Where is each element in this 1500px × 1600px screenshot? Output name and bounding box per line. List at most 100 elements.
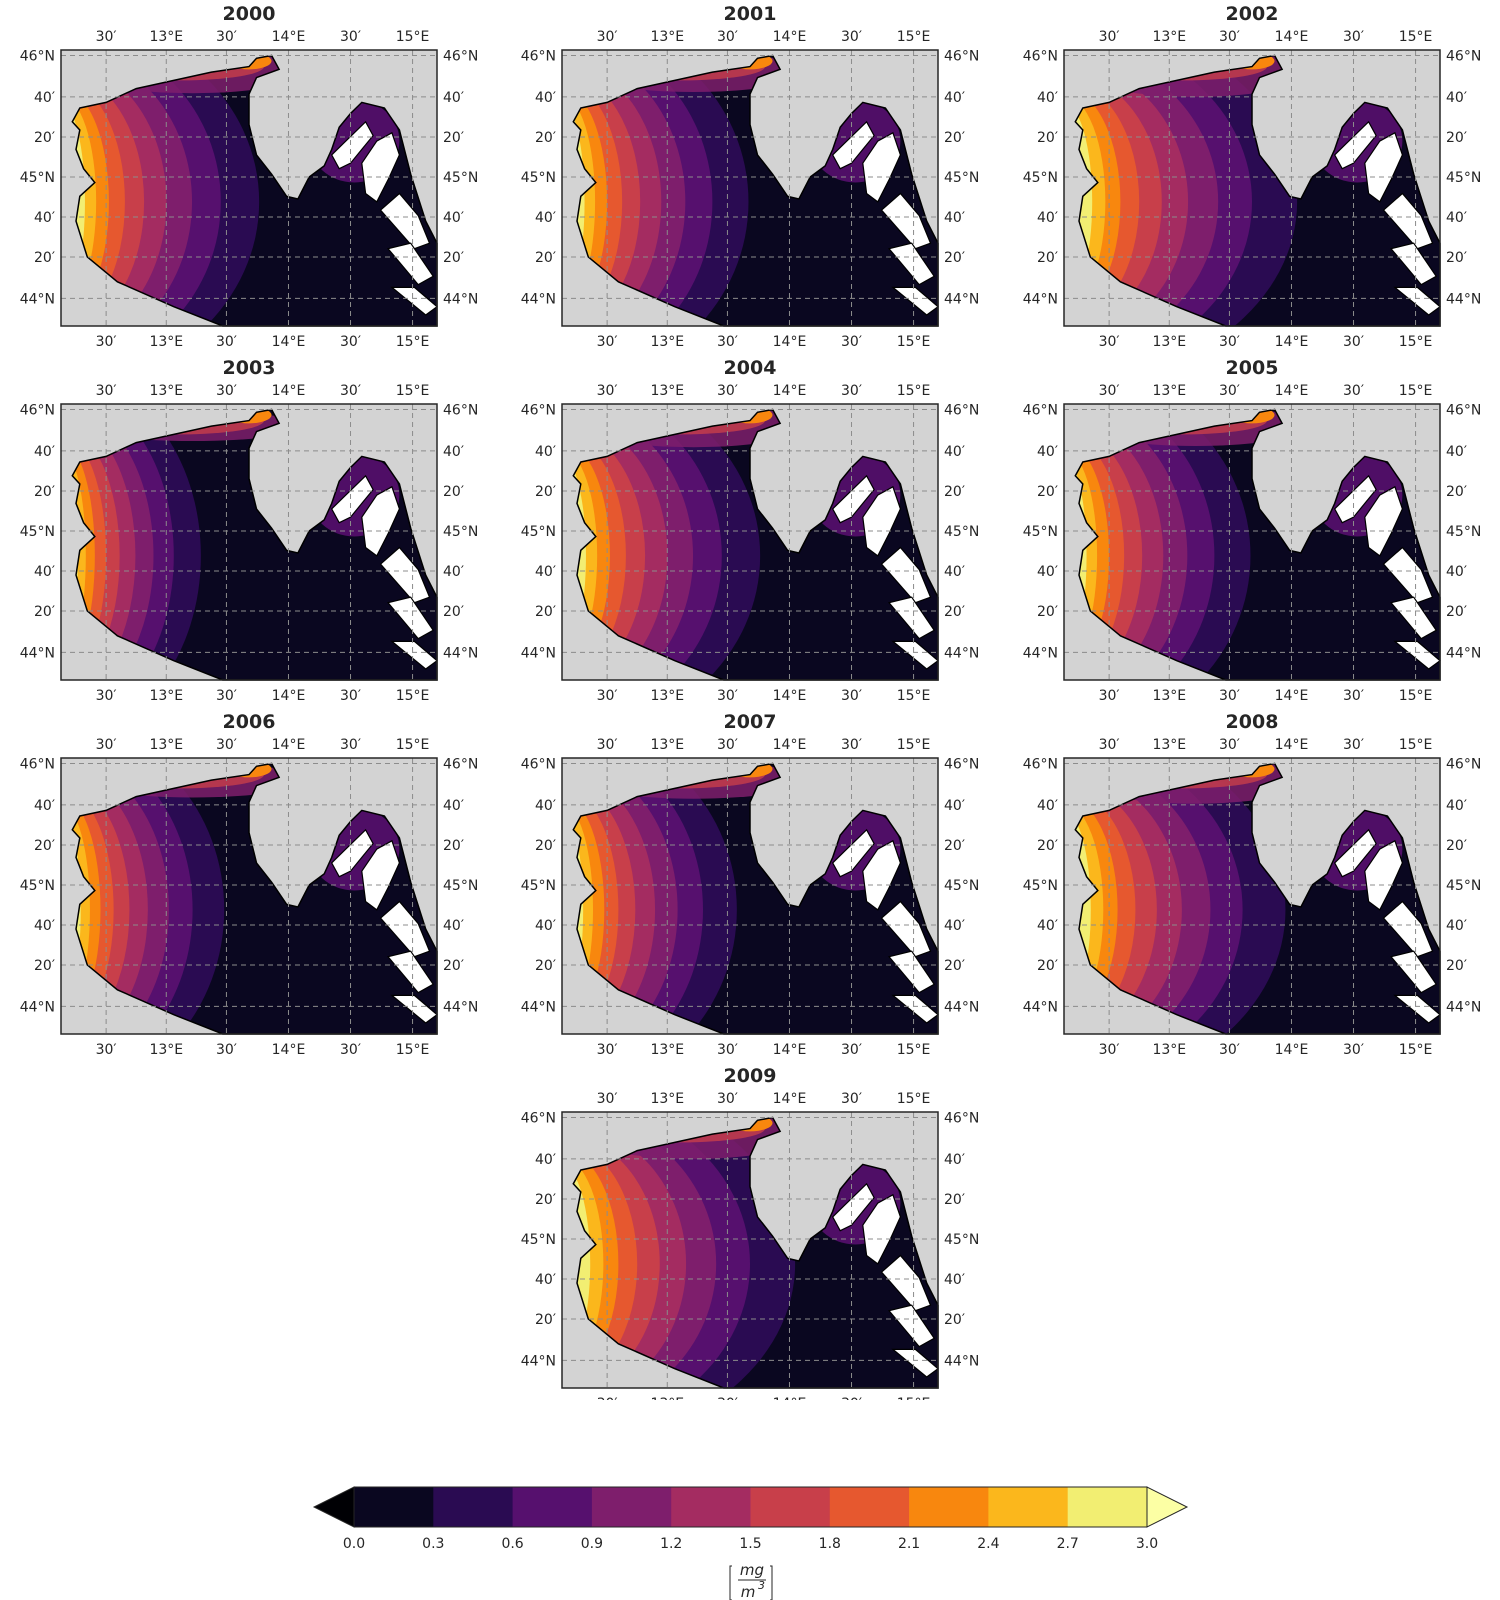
colorbar-swatch	[512, 1487, 593, 1527]
lat-tick-left: 20′	[535, 1192, 556, 1208]
lat-tick-left: 20′	[1037, 958, 1058, 974]
lat-tick-left: 40′	[34, 798, 55, 814]
island	[831, 1182, 875, 1232]
coastline	[1074, 762, 1441, 1035]
lat-tick-left: 44°N	[1023, 645, 1058, 661]
lat-tick-left: 44°N	[20, 999, 55, 1015]
lon-tick-bottom: 15°E	[897, 1396, 931, 1400]
island	[862, 131, 902, 203]
lat-tick-left: 20′	[1037, 250, 1058, 266]
map-frame	[561, 757, 939, 1035]
lat-tick-right: 40′	[443, 564, 464, 580]
lat-tick-left: 40′	[1037, 210, 1058, 226]
lon-tick-bottom: 13°E	[1152, 688, 1186, 704]
coastline	[71, 408, 438, 681]
lat-tick-left: 20′	[535, 130, 556, 146]
lon-tick-top: 30′	[96, 383, 117, 399]
lat-tick-right: 45°N	[1446, 878, 1481, 894]
lon-tick-bottom: 14°E	[272, 688, 306, 704]
lon-tick-bottom: 30′	[717, 1396, 738, 1400]
lon-tick-bottom: 30′	[1099, 334, 1120, 350]
lon-tick-top: 14°E	[773, 29, 807, 45]
lon-tick-bottom: 30′	[597, 334, 618, 350]
lat-tick-left: 44°N	[20, 291, 55, 307]
colorbar-tick-label: 2.7	[1057, 1536, 1079, 1552]
lon-tick-bottom: 14°E	[773, 1396, 807, 1400]
lat-tick-right: 20′	[443, 838, 464, 854]
lat-tick-right: 40′	[443, 210, 464, 226]
lat-tick-left: 45°N	[1023, 878, 1058, 894]
colorbar-tick-label: 3.0	[1136, 1536, 1158, 1552]
lat-tick-left: 45°N	[521, 1232, 556, 1248]
lat-tick-left: 40′	[34, 444, 55, 460]
lat-tick-left: 46°N	[1023, 757, 1058, 773]
lon-tick-top: 15°E	[396, 737, 430, 753]
lon-tick-top: 30′	[841, 1091, 862, 1107]
island	[387, 950, 435, 994]
colorbar-swatch	[988, 1487, 1069, 1527]
island	[888, 596, 936, 640]
lon-tick-top: 15°E	[396, 383, 430, 399]
coastline	[572, 762, 939, 1035]
lat-tick-right: 40′	[1446, 798, 1467, 814]
lat-tick-right: 20′	[1446, 130, 1467, 146]
lat-tick-left: 20′	[535, 958, 556, 974]
lon-tick-top: 15°E	[1399, 383, 1433, 399]
lat-tick-right: 20′	[944, 130, 965, 146]
lon-tick-top: 13°E	[650, 1091, 684, 1107]
lat-tick-left: 44°N	[521, 1353, 556, 1369]
lat-tick-left: 20′	[34, 250, 55, 266]
lat-tick-left: 20′	[34, 130, 55, 146]
lat-tick-left: 20′	[535, 484, 556, 500]
lon-tick-bottom: 14°E	[773, 688, 807, 704]
panel-title: 2004	[724, 357, 777, 379]
colorbar-extend-low	[312, 1486, 355, 1528]
panel-title: 2003	[223, 357, 276, 379]
lat-tick-left: 20′	[34, 484, 55, 500]
lon-tick-top: 13°E	[149, 737, 183, 753]
lon-tick-top: 13°E	[1152, 383, 1186, 399]
lon-tick-bottom: 30′	[96, 688, 117, 704]
lon-tick-bottom: 14°E	[773, 1042, 807, 1058]
lon-tick-bottom: 30′	[841, 1396, 862, 1400]
lon-tick-bottom: 13°E	[149, 688, 183, 704]
lat-tick-left: 20′	[535, 838, 556, 854]
island	[1364, 839, 1404, 911]
lon-tick-bottom: 30′	[841, 688, 862, 704]
lat-tick-right: 20′	[1446, 484, 1467, 500]
lat-tick-right: 44°N	[443, 291, 478, 307]
island	[330, 474, 374, 524]
lon-tick-bottom: 15°E	[897, 1042, 931, 1058]
lon-tick-top: 15°E	[1399, 29, 1433, 45]
lon-tick-bottom: 30′	[1343, 334, 1364, 350]
lon-tick-bottom: 30′	[1219, 1042, 1240, 1058]
lon-tick-top: 30′	[216, 383, 237, 399]
lat-tick-left: 45°N	[521, 878, 556, 894]
lon-tick-top: 30′	[597, 29, 618, 45]
lon-tick-bottom: 13°E	[650, 688, 684, 704]
lat-tick-right: 40′	[443, 444, 464, 460]
lat-tick-right: 45°N	[443, 170, 478, 186]
lat-tick-right: 46°N	[944, 1111, 979, 1127]
lat-tick-left: 46°N	[521, 49, 556, 65]
lat-tick-right: 44°N	[443, 999, 478, 1015]
lon-tick-top: 30′	[1343, 29, 1364, 45]
lat-tick-left: 45°N	[1023, 524, 1058, 540]
lat-tick-right: 20′	[944, 1192, 965, 1208]
lat-tick-left: 40′	[535, 444, 556, 460]
colorbar-swatch	[1067, 1487, 1148, 1527]
island	[1333, 828, 1377, 878]
lat-tick-left: 20′	[1037, 484, 1058, 500]
lat-tick-right: 40′	[944, 798, 965, 814]
lat-tick-right: 46°N	[1446, 49, 1481, 65]
coastline	[572, 54, 939, 327]
lat-tick-right: 40′	[1446, 444, 1467, 460]
lon-tick-top: 30′	[1219, 737, 1240, 753]
colorbar-tick-label: 0.6	[501, 1536, 523, 1552]
coastline	[1074, 54, 1441, 327]
lat-tick-left: 44°N	[1023, 999, 1058, 1015]
map-panel-2005: 2005 30′ 30′ 13°E 13°E 30′ 30′ 14°E 14°E 30′ 30′ 15…	[1023, 357, 1482, 704]
lat-tick-right: 20′	[1446, 250, 1467, 266]
map-panel-2003: 2003 30′ 30′ 13°E 13°E 30′ 30′ 14°E 14°E 30′ 30′ 15…	[20, 357, 479, 704]
lon-tick-top: 30′	[96, 29, 117, 45]
